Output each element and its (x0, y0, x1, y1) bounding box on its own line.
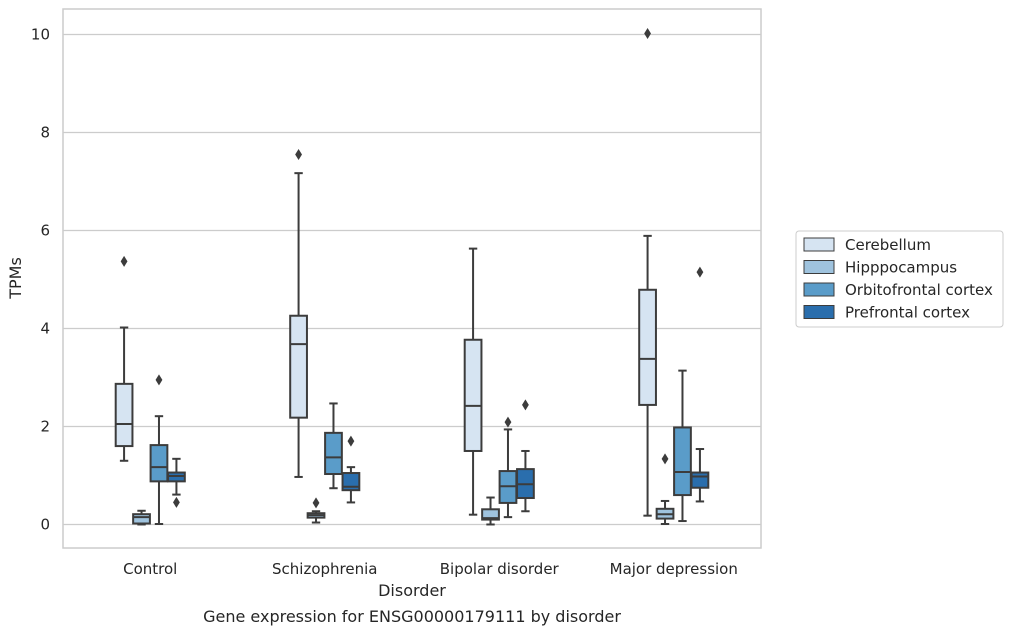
box-iqr (463, 338, 483, 452)
outlier-point (295, 149, 302, 161)
legend-item: Orbitofrontal cortex (803, 281, 993, 299)
box-3-0 (638, 28, 657, 517)
legend-label: Orbitofrontal cortex (845, 281, 993, 299)
outlier-point (120, 255, 128, 267)
y-tick-label: 8 (40, 123, 50, 141)
y-axis-ticks: 0 2 4 6 8 10 (31, 25, 50, 533)
legend-item: Prefrontal cortex (803, 304, 970, 322)
box-2-2 (498, 416, 518, 519)
x-tick-label: Major depression (610, 560, 738, 578)
box-3-1 (655, 453, 675, 525)
legend-label: Prefrontal cortex (845, 304, 970, 322)
box-3-3 (690, 266, 710, 503)
outlier-point (155, 374, 163, 386)
outlier-point (312, 497, 320, 509)
y-tick-label: 2 (40, 417, 50, 435)
box-iqr (324, 431, 343, 476)
box-2-3 (516, 399, 535, 513)
outlier-point (522, 399, 529, 411)
legend-swatch (803, 305, 835, 319)
box-iqr (673, 426, 692, 497)
box-1-3 (341, 435, 361, 504)
outlier-point (661, 453, 669, 465)
y-tick-label: 0 (40, 515, 50, 533)
box-1-2 (324, 402, 343, 490)
legend-swatch (803, 237, 835, 252)
y-tick-label: 4 (40, 319, 50, 337)
box-iqr (149, 444, 169, 483)
box-1-0 (289, 149, 308, 478)
legend: Cerebellum Hipppocampus Orbitofrontal cort… (795, 230, 1004, 328)
outlier-point (504, 416, 512, 428)
x-tick-label: Schizophrenia (272, 560, 377, 578)
box-0-0 (114, 255, 134, 462)
box-2-0 (463, 247, 483, 516)
box-0-3 (167, 457, 186, 508)
box-iqr (481, 508, 500, 521)
y-tick-label: 6 (40, 221, 50, 239)
box-iqr (114, 382, 134, 448)
chart-caption: Gene expression for ENSG00000179111 by d… (203, 607, 621, 626)
outlier-point (173, 496, 180, 508)
y-tick-label: 10 (31, 25, 50, 43)
box-0-2 (149, 374, 169, 525)
legend-item: Cerebellum (803, 236, 931, 254)
x-tick-label: Bipolar disorder (440, 560, 560, 578)
box-0-1 (132, 509, 151, 526)
x-axis-label: Disorder (378, 581, 446, 600)
legend-label: Hipppocampus (845, 259, 957, 277)
legend-swatch (803, 282, 835, 297)
box-iqr (638, 288, 657, 406)
box-2-1 (481, 496, 500, 526)
outlier-point (644, 28, 651, 39)
legend-item: Hipppocampus (803, 259, 957, 277)
box-plots (114, 28, 710, 526)
outlier-point (696, 266, 704, 278)
x-axis-ticks: Control Schizophrenia Bipolar disorder Majo… (123, 560, 738, 578)
outlier-point (347, 435, 355, 447)
box-1-1 (306, 497, 326, 524)
gridlines (63, 33, 761, 526)
legend-label: Cerebellum (845, 236, 931, 254)
box-iqr (132, 513, 151, 525)
x-tick-label: Control (123, 560, 177, 578)
legend-frame (795, 230, 1004, 328)
y-axis-label: TPMs (6, 257, 25, 300)
box-iqr (690, 471, 710, 489)
box-3-2 (673, 369, 692, 523)
axes-frame (62, 8, 762, 549)
box-iqr (289, 314, 308, 419)
legend-swatch (803, 260, 835, 274)
